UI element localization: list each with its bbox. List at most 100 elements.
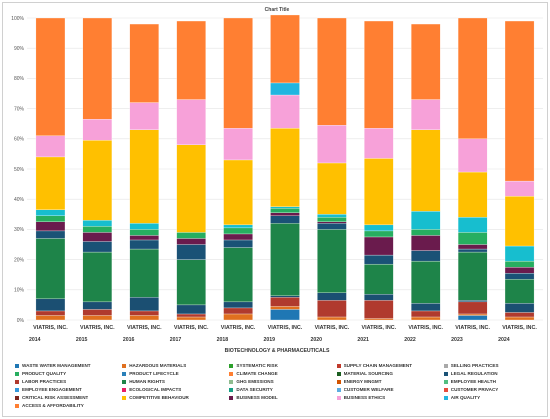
- legend-item: PRODUCT QUALITY: [15, 371, 120, 377]
- bar-segment: [364, 20, 394, 129]
- bar-segment: [176, 316, 206, 321]
- bar-segment: [457, 313, 488, 316]
- bar-segment: [457, 251, 488, 301]
- bar-segment: [411, 250, 441, 262]
- legend-label: ENERGY MNGMT: [343, 379, 382, 384]
- legend-label: EMPLOYEE HEALTH: [450, 379, 496, 384]
- legend-label: SYSTEMATIC RISK: [236, 363, 278, 368]
- legend-swatch: [336, 396, 341, 400]
- bar-segment: [176, 238, 206, 245]
- bar-segment: [176, 232, 206, 239]
- bar-segment: [457, 217, 488, 233]
- legend-item: BUSINESS MODEL: [229, 395, 334, 401]
- bar-segment: [411, 316, 441, 321]
- x-year-label: 2021: [357, 337, 369, 343]
- bar-segment: [504, 245, 535, 262]
- legend-label: LEGAL REGULATION: [450, 371, 498, 376]
- legend-label: CUSTOMER PRIVACY: [450, 387, 499, 392]
- legend-swatch: [229, 372, 234, 376]
- bar-segment: [176, 99, 206, 145]
- bar-segment: [364, 128, 394, 159]
- bar-segment: [82, 309, 113, 316]
- legend-item: LEGAL REGULATION: [443, 371, 549, 377]
- legend-swatch: [15, 388, 19, 392]
- x-company-label: VIATRIS, INC.: [361, 325, 396, 331]
- bar-segment: [457, 138, 488, 173]
- bar-segment: [411, 23, 441, 100]
- bar-segment: [270, 295, 300, 298]
- bar-segment: [176, 20, 206, 100]
- y-tick-label: 40%: [14, 197, 25, 203]
- bar-segment: [176, 244, 206, 260]
- bar-segment: [411, 235, 441, 251]
- bar-segment: [223, 247, 253, 303]
- bar-segment: [82, 251, 113, 303]
- y-tick-label: 0%: [17, 318, 25, 324]
- bar-segment: [364, 158, 394, 226]
- legend-swatch: [336, 364, 341, 368]
- legend-item: CRITICAL RISK ASSESSMENT: [15, 395, 120, 401]
- legend-label: SUPPLY CHAIN MANAGEMENT: [343, 363, 412, 368]
- x-year-label: 2022: [404, 337, 416, 343]
- legend-label: GHG EMISSIONS: [236, 379, 274, 384]
- bar-segment: [457, 300, 488, 303]
- y-tick-label: 60%: [14, 137, 25, 143]
- legend-item: WASTE WATER MANAGEMENT: [15, 363, 120, 369]
- bar-segment: [129, 235, 159, 241]
- bar-segment: [35, 310, 66, 316]
- legend-label: PRODUCT LIFECYCLE: [129, 371, 179, 376]
- bar-segment: [176, 313, 206, 318]
- bar-segment: [411, 229, 441, 236]
- bar-segment: [35, 209, 66, 216]
- bar-segment: [35, 156, 66, 210]
- bar-segment: [223, 17, 253, 129]
- legend-swatch: [443, 372, 448, 376]
- bar-segment: [270, 215, 300, 224]
- bar-segment: [35, 17, 66, 136]
- x-year-label: 2024: [498, 337, 510, 343]
- x-company-label: VIATRIS, INC.: [221, 325, 256, 331]
- legend-label: HAZARDOUS MATERIALS: [129, 363, 187, 368]
- bar-segment: [411, 129, 441, 212]
- legend-swatch: [122, 380, 127, 384]
- y-tick-label: 50%: [14, 167, 25, 173]
- y-tick-label: 70%: [14, 106, 25, 112]
- x-company-label: VIATRIS, INC.: [502, 325, 537, 331]
- legend-swatch: [122, 364, 127, 368]
- bar-segment: [129, 23, 159, 103]
- bar-segment: [364, 263, 394, 295]
- legend-swatch: [443, 396, 448, 400]
- legend-label: MATERIAL SOURCING: [343, 371, 393, 376]
- legend-label: BUSINESS ETHICS: [343, 395, 386, 400]
- legend-label: WASTE WATER MANAGEMENT: [22, 363, 91, 368]
- bar-segment: [129, 248, 159, 298]
- bar-segment: [129, 102, 159, 130]
- bar-segment: [317, 125, 347, 164]
- bar-segment: [411, 303, 441, 312]
- bar-segment: [223, 313, 253, 321]
- x-company-label: VIATRIS, INC.: [408, 325, 443, 331]
- bar-segment: [129, 129, 159, 224]
- bar-segment: [82, 119, 113, 141]
- bar-segment: [504, 180, 535, 197]
- legend-item: COMPETITIVE BEHAVIOUR: [122, 395, 227, 401]
- bar-segment: [270, 223, 300, 296]
- legend-swatch: [443, 380, 448, 384]
- bar-segment: [364, 318, 394, 321]
- bar-segment: [270, 128, 300, 207]
- legend: WASTE WATER MANAGEMENT HAZARDOUS MATERIAL…: [15, 363, 549, 409]
- bar-segment: [176, 144, 206, 233]
- legend-item: DATA SECURITY: [229, 387, 334, 393]
- legend-label: EMPLOYEE ENGAGEMENT: [22, 387, 82, 392]
- x-company-label: VIATRIS, INC.: [455, 325, 490, 331]
- x-year-label: 2015: [76, 337, 88, 343]
- bar-segment: [504, 303, 535, 313]
- bar-segment: [35, 135, 66, 158]
- legend-item: ECOLOGICAL IMPACTS: [122, 387, 227, 393]
- bar-segment: [317, 214, 347, 218]
- legend-item: CUSTOMER PRIVACY: [443, 387, 549, 393]
- bar-segment: [504, 279, 535, 304]
- x-year-label: 2014: [29, 337, 41, 343]
- bar-segment: [270, 297, 300, 307]
